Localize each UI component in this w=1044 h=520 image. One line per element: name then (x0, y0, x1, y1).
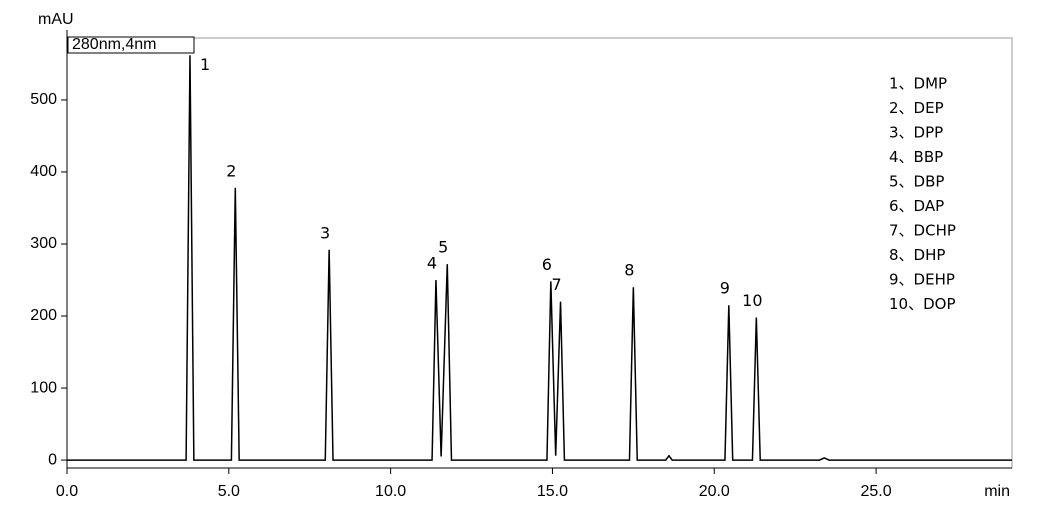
legend-entry: 4、BBP (889, 148, 943, 166)
legend-entry: 2、DEP (889, 99, 944, 117)
detector-label: 280nm,4nm (72, 36, 157, 53)
x-tick-label: 15.0 (537, 483, 568, 500)
y-tick-label: 0 (48, 451, 57, 468)
peak-label: 4 (427, 254, 437, 273)
peak-label: 9 (720, 279, 730, 298)
legend-entry: 6、DAP (889, 197, 944, 215)
x-tick-label: 20.0 (699, 483, 730, 500)
x-axis-label: min (984, 483, 1010, 500)
peak-label: 1 (200, 55, 210, 74)
legend-entry: 3、DPP (889, 124, 943, 142)
peak-label: 7 (551, 275, 561, 294)
x-tick-label: 5.0 (218, 483, 240, 500)
peak-label: 3 (320, 223, 330, 242)
peak-label: 10 (742, 291, 762, 310)
trace (67, 55, 1012, 461)
legend-entry: 7、DCHP (889, 222, 956, 240)
y-tick-label: 300 (30, 235, 57, 252)
x-tick-label: 0.0 (56, 483, 78, 500)
peak-label: 6 (542, 255, 552, 274)
x-tick-label: 10.0 (375, 483, 406, 500)
y-tick-label: 100 (30, 379, 57, 396)
peak-label: 8 (624, 261, 634, 280)
legend-entry: 9、DEHP (889, 271, 955, 289)
legend-entry: 5、DBP (889, 173, 944, 191)
legend-entry: 1、DMP (889, 75, 947, 93)
y-tick-label: 500 (30, 91, 57, 108)
y-axis-label: mAU (38, 11, 74, 28)
peak-label: 5 (438, 238, 448, 257)
x-tick-label: 25.0 (861, 483, 892, 500)
plot-frame (66, 37, 1013, 469)
y-tick-label: 200 (30, 307, 57, 324)
y-tick-label: 400 (30, 163, 57, 180)
legend-entry: 8、DHP (889, 246, 945, 264)
legend-entry: 10、DOP (889, 295, 956, 313)
detector-box (67, 36, 195, 54)
peak-label: 2 (226, 161, 236, 180)
